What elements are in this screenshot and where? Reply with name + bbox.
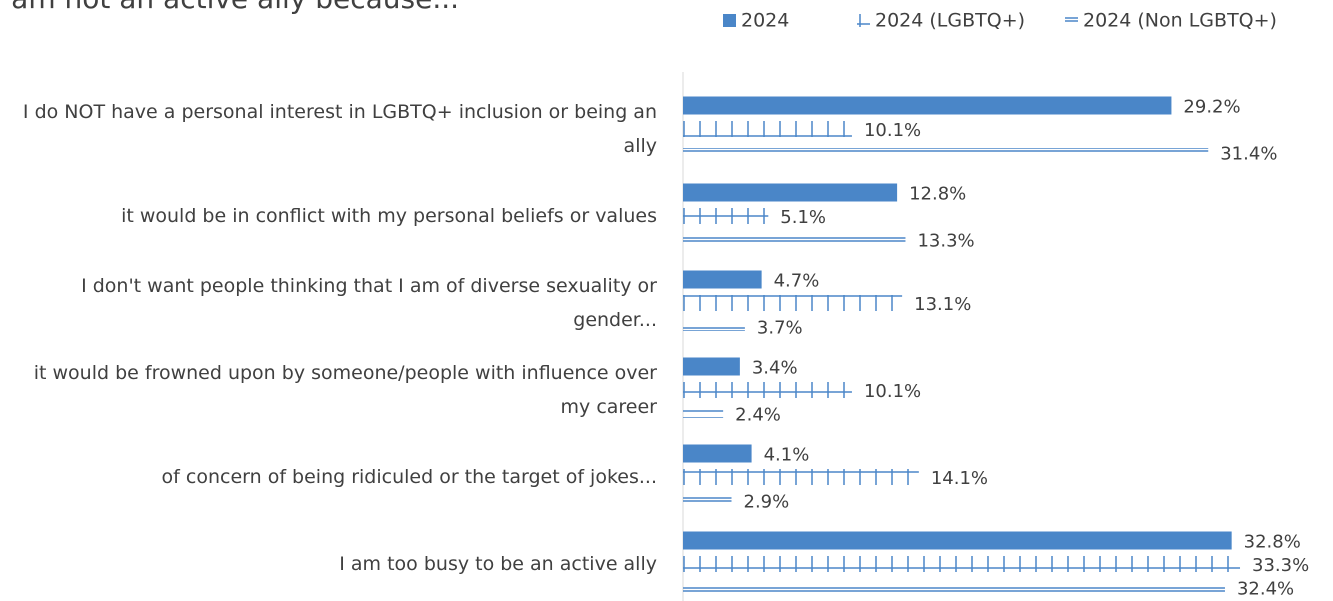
value-label: 3.4% xyxy=(752,358,798,379)
value-label: 33.3% xyxy=(1252,555,1309,576)
bar xyxy=(683,357,740,376)
value-label: 14.1% xyxy=(931,468,988,489)
value-label: 3.7% xyxy=(757,318,803,339)
value-label: 2.9% xyxy=(744,492,790,513)
value-label: 2.4% xyxy=(735,405,781,426)
value-label: 5.1% xyxy=(780,207,826,228)
value-label: 32.4% xyxy=(1237,579,1294,600)
bar xyxy=(683,148,1209,157)
bar xyxy=(683,556,1241,572)
legend-swatch xyxy=(857,14,870,27)
category-label: of concern of being ridiculed or the tar… xyxy=(161,466,657,488)
category-label: it would be in conflict with my personal… xyxy=(121,205,657,227)
bar xyxy=(683,183,898,202)
value-label: 31.4% xyxy=(1220,144,1277,165)
bar xyxy=(683,208,769,224)
bar xyxy=(683,295,903,311)
legend-swatch xyxy=(1065,14,1078,27)
bar xyxy=(683,469,919,485)
value-label: 32.8% xyxy=(1244,532,1301,553)
bar xyxy=(683,382,852,398)
bar xyxy=(683,96,1172,115)
chart-title: I am not an active ally because... xyxy=(0,0,459,15)
bar xyxy=(683,121,852,137)
bar xyxy=(683,270,762,289)
bar xyxy=(683,409,724,418)
value-label: 10.1% xyxy=(864,120,921,141)
bar xyxy=(683,235,906,244)
value-label: 29.2% xyxy=(1183,97,1240,118)
value-label: 13.3% xyxy=(917,231,974,252)
category-label: I am too busy to be an active ally xyxy=(339,553,657,575)
bar xyxy=(683,496,732,505)
legend-label: 2024 (Non LGBTQ+) xyxy=(1083,10,1277,32)
bar xyxy=(683,444,752,463)
bar xyxy=(683,322,745,331)
category-label: I don't want people thinking that I am o… xyxy=(81,275,657,331)
value-label: 4.7% xyxy=(774,271,820,292)
value-label: 12.8% xyxy=(909,184,966,205)
legend-swatch xyxy=(723,14,736,27)
legend-label: 2024 (LGBTQ+) xyxy=(875,10,1025,32)
value-label: 10.1% xyxy=(864,381,921,402)
bar xyxy=(683,583,1225,592)
value-label: 4.1% xyxy=(764,445,810,466)
legend-label: 2024 xyxy=(741,10,789,32)
category-label: I do NOT have a personal interest in LGB… xyxy=(22,101,657,157)
bar xyxy=(683,531,1232,550)
category-label: it would be frowned upon by someone/peop… xyxy=(33,362,657,418)
value-label: 13.1% xyxy=(914,294,971,315)
